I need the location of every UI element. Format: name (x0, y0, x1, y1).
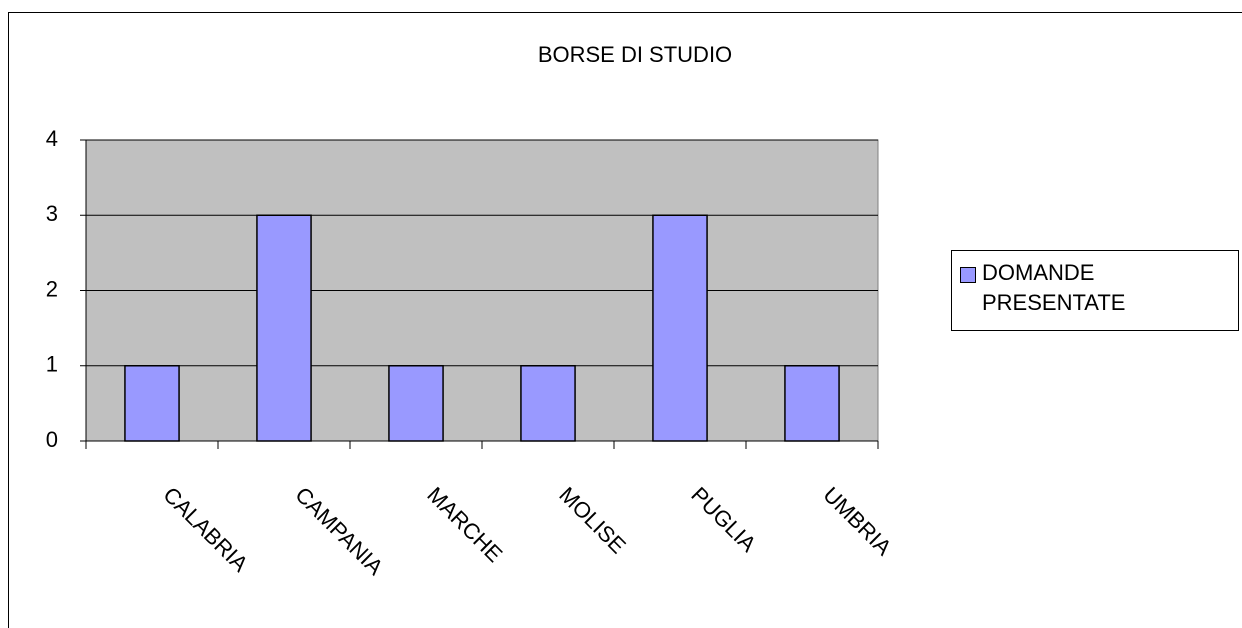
bar (784, 365, 840, 442)
y-tick-label: 4 (46, 126, 58, 151)
chart-title: BORSE DI STUDIO (538, 42, 732, 67)
bar (388, 365, 444, 442)
bar (256, 214, 312, 442)
y-tick-label: 2 (46, 276, 58, 301)
legend-swatch (960, 267, 976, 283)
y-tick-label: 1 (46, 352, 58, 377)
legend-label: DOMANDE PRESENTATE (982, 260, 1126, 315)
legend: DOMANDE PRESENTATE (951, 250, 1239, 331)
bar (124, 365, 180, 442)
y-tick-label: 3 (46, 201, 58, 226)
bar (520, 365, 576, 442)
y-tick-label: 0 (46, 427, 58, 452)
bar (652, 214, 708, 442)
